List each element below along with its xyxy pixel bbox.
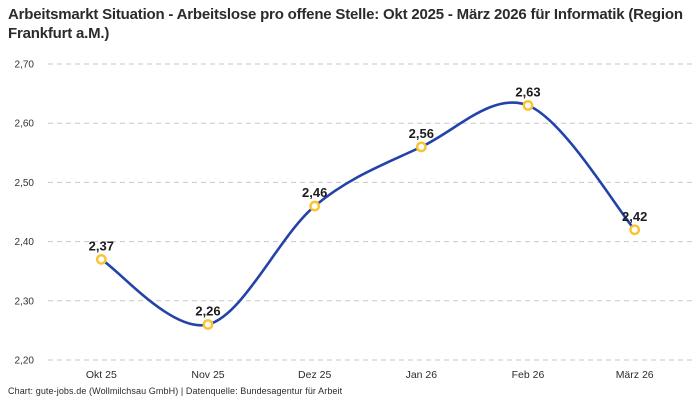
y-axis-tick-label: 2,20 <box>15 356 35 367</box>
y-axis-tick-label: 2,40 <box>15 237 35 248</box>
data-point-label: 2,63 <box>515 84 540 99</box>
y-axis-tick-label: 2,30 <box>15 296 35 307</box>
x-axis-tick-label: Okt 25 <box>86 369 117 381</box>
y-axis-tick-label: 2,70 <box>15 60 35 71</box>
data-point-label: 2,37 <box>89 238 114 253</box>
data-point-marker[interactable] <box>95 253 107 265</box>
data-point-marker[interactable] <box>309 200 321 212</box>
x-axis-tick-label: Jan 26 <box>406 369 438 381</box>
data-series-line <box>100 101 636 327</box>
chart-footer: Chart: gute-jobs.de (Wollmilchsau GmbH) … <box>8 386 343 396</box>
data-point-marker[interactable] <box>629 224 641 236</box>
data-point-label: 2,46 <box>302 185 327 200</box>
x-axis-tick-label: Feb 26 <box>512 369 545 381</box>
x-axis-tick-label: März 26 <box>616 369 654 381</box>
x-axis-tick-label: Dez 25 <box>298 369 331 381</box>
data-point-label: 2,42 <box>622 209 647 224</box>
data-point-marker[interactable] <box>202 319 214 330</box>
y-axis-tick-label: 2,60 <box>15 119 35 130</box>
data-point-marker[interactable] <box>522 100 534 111</box>
chart-title: Arbeitsmarkt Situation - Arbeitslose pro… <box>8 6 683 43</box>
data-point-marker[interactable] <box>415 141 427 153</box>
y-axis-tick-label: 2,50 <box>15 178 35 189</box>
data-point-label: 2,26 <box>195 303 220 318</box>
x-axis-tick-label: Nov 25 <box>191 369 224 381</box>
data-point-label: 2,56 <box>409 126 434 141</box>
